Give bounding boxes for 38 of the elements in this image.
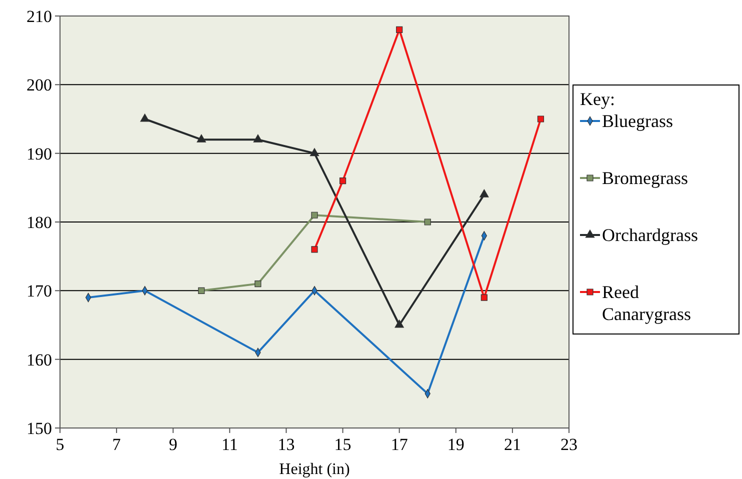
point	[310, 148, 320, 156]
legend-label: Reed Canarygrass	[602, 282, 691, 324]
x-tick-label: 21	[504, 435, 521, 454]
x-tick-label: 13	[278, 435, 295, 454]
y-tick-label: 150	[26, 418, 52, 438]
point	[311, 246, 318, 253]
y-tick-label: 160	[26, 350, 52, 370]
x-tick-label: 17	[390, 435, 408, 454]
x-tick-label: 5	[56, 435, 64, 454]
point	[311, 212, 318, 218]
point	[140, 114, 150, 122]
legend-label: Bromegrass	[602, 168, 688, 188]
y-tick-label: 190	[26, 144, 52, 164]
legend-label: Bluegrass	[602, 111, 673, 131]
y-tick-label: 170	[26, 282, 52, 301]
x-tick-label: 23	[560, 435, 578, 454]
point	[424, 218, 431, 226]
point	[254, 280, 262, 288]
point	[396, 26, 403, 34]
y-tick-label: 180	[26, 212, 52, 232]
point	[196, 134, 206, 142]
point	[537, 116, 544, 122]
legend-label: Orchardgrass	[602, 225, 698, 245]
y-tick-label: 200	[26, 76, 52, 95]
x-axis-title: Height (in)	[279, 461, 350, 478]
point	[198, 287, 205, 294]
x-tick-label: 15	[334, 435, 352, 454]
point	[253, 134, 263, 142]
legend-title: Key:	[580, 89, 615, 109]
x-tick-label: 11	[221, 435, 238, 454]
point	[394, 320, 404, 328]
y-tick-label: 210	[26, 6, 52, 26]
point	[339, 178, 346, 184]
x-tick-label: 19	[447, 435, 464, 454]
point	[480, 294, 488, 301]
x-tick-label: 7	[112, 435, 122, 454]
point	[480, 189, 489, 198]
x-tick-label: 9	[168, 435, 178, 454]
